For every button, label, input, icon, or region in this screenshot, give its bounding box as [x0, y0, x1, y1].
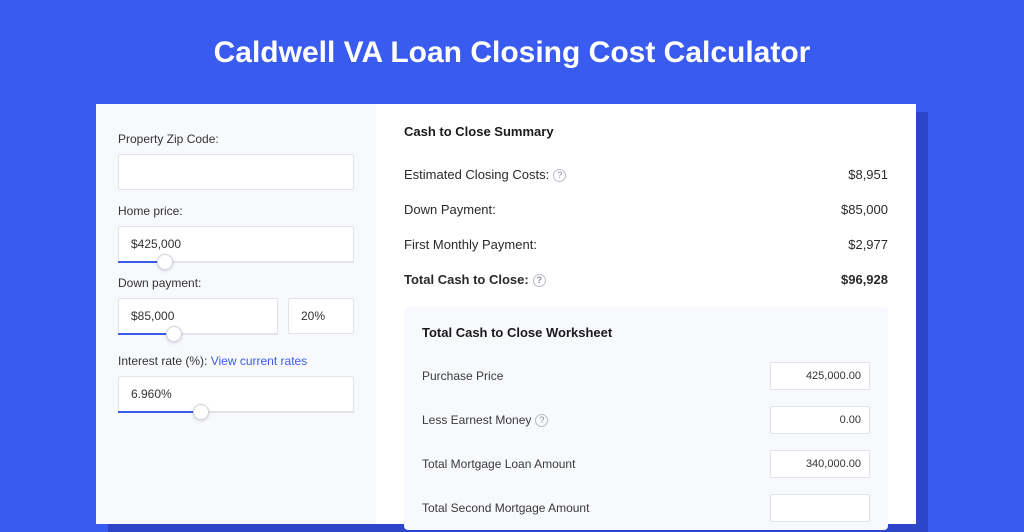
down-payment-slider[interactable]	[118, 298, 278, 334]
inputs-panel: Property Zip Code: Home price: Down paym…	[96, 104, 376, 524]
worksheet-row-label: Purchase Price	[422, 369, 503, 383]
view-rates-link[interactable]: View current rates	[211, 354, 308, 368]
interest-input[interactable]	[118, 376, 354, 412]
results-panel: Cash to Close Summary Estimated Closing …	[376, 104, 916, 524]
down-payment-label: Down payment:	[118, 276, 354, 290]
worksheet-row-value[interactable]: 0.00	[770, 406, 870, 434]
worksheet-header: Total Cash to Close Worksheet	[422, 325, 870, 340]
help-icon[interactable]: ?	[533, 274, 546, 287]
home-price-input[interactable]	[118, 226, 354, 262]
zip-input[interactable]	[118, 154, 354, 190]
summary-row-value: $2,977	[848, 237, 888, 252]
home-price-label: Home price:	[118, 204, 354, 218]
summary-row-label: Down Payment:	[404, 202, 496, 217]
down-payment-pct-input[interactable]	[288, 298, 354, 334]
slider-thumb[interactable]	[157, 254, 173, 270]
worksheet-row-label: Total Mortgage Loan Amount	[422, 457, 575, 471]
slider-thumb[interactable]	[193, 404, 209, 420]
summary-rows: Estimated Closing Costs:? $8,951 Down Paym…	[404, 157, 888, 297]
summary-row-value: $8,951	[848, 167, 888, 182]
help-icon[interactable]: ?	[553, 169, 566, 182]
summary-row-label: Total Cash to Close:?	[404, 272, 546, 287]
interest-label-row: Interest rate (%): View current rates	[118, 354, 354, 368]
interest-label: Interest rate (%):	[118, 354, 207, 368]
down-payment-input[interactable]	[118, 298, 278, 334]
page-title: Caldwell VA Loan Closing Cost Calculator	[0, 0, 1024, 98]
worksheet-row: Total Second Mortgage Amount	[422, 486, 870, 530]
worksheet-row-label: Less Earnest Money?	[422, 413, 548, 427]
summary-row-label: Estimated Closing Costs:?	[404, 167, 566, 182]
summary-row: Down Payment: $85,000	[404, 192, 888, 227]
worksheet-row-value[interactable]: 425,000.00	[770, 362, 870, 390]
slider-thumb[interactable]	[166, 326, 182, 342]
zip-label: Property Zip Code:	[118, 132, 354, 146]
summary-header: Cash to Close Summary	[404, 124, 888, 139]
worksheet-panel: Total Cash to Close Worksheet Purchase P…	[404, 307, 888, 530]
worksheet-row: Purchase Price 425,000.00	[422, 354, 870, 398]
home-price-slider[interactable]	[118, 226, 354, 262]
worksheet-rows: Purchase Price 425,000.00 Less Earnest Mon…	[422, 354, 870, 530]
interest-slider[interactable]	[118, 376, 354, 412]
worksheet-row-value[interactable]	[770, 494, 870, 522]
slider-fill	[118, 411, 201, 413]
summary-row-value: $96,928	[841, 272, 888, 287]
worksheet-row-value[interactable]: 340,000.00	[770, 450, 870, 478]
summary-row: First Monthly Payment: $2,977	[404, 227, 888, 262]
summary-row: Estimated Closing Costs:? $8,951	[404, 157, 888, 192]
calculator-card: Property Zip Code: Home price: Down paym…	[96, 104, 916, 524]
summary-row-value: $85,000	[841, 202, 888, 217]
summary-row-label: First Monthly Payment:	[404, 237, 537, 252]
worksheet-row: Less Earnest Money? 0.00	[422, 398, 870, 442]
worksheet-row-label: Total Second Mortgage Amount	[422, 501, 589, 515]
help-icon[interactable]: ?	[535, 414, 548, 427]
worksheet-row: Total Mortgage Loan Amount 340,000.00	[422, 442, 870, 486]
summary-row: Total Cash to Close:? $96,928	[404, 262, 888, 297]
